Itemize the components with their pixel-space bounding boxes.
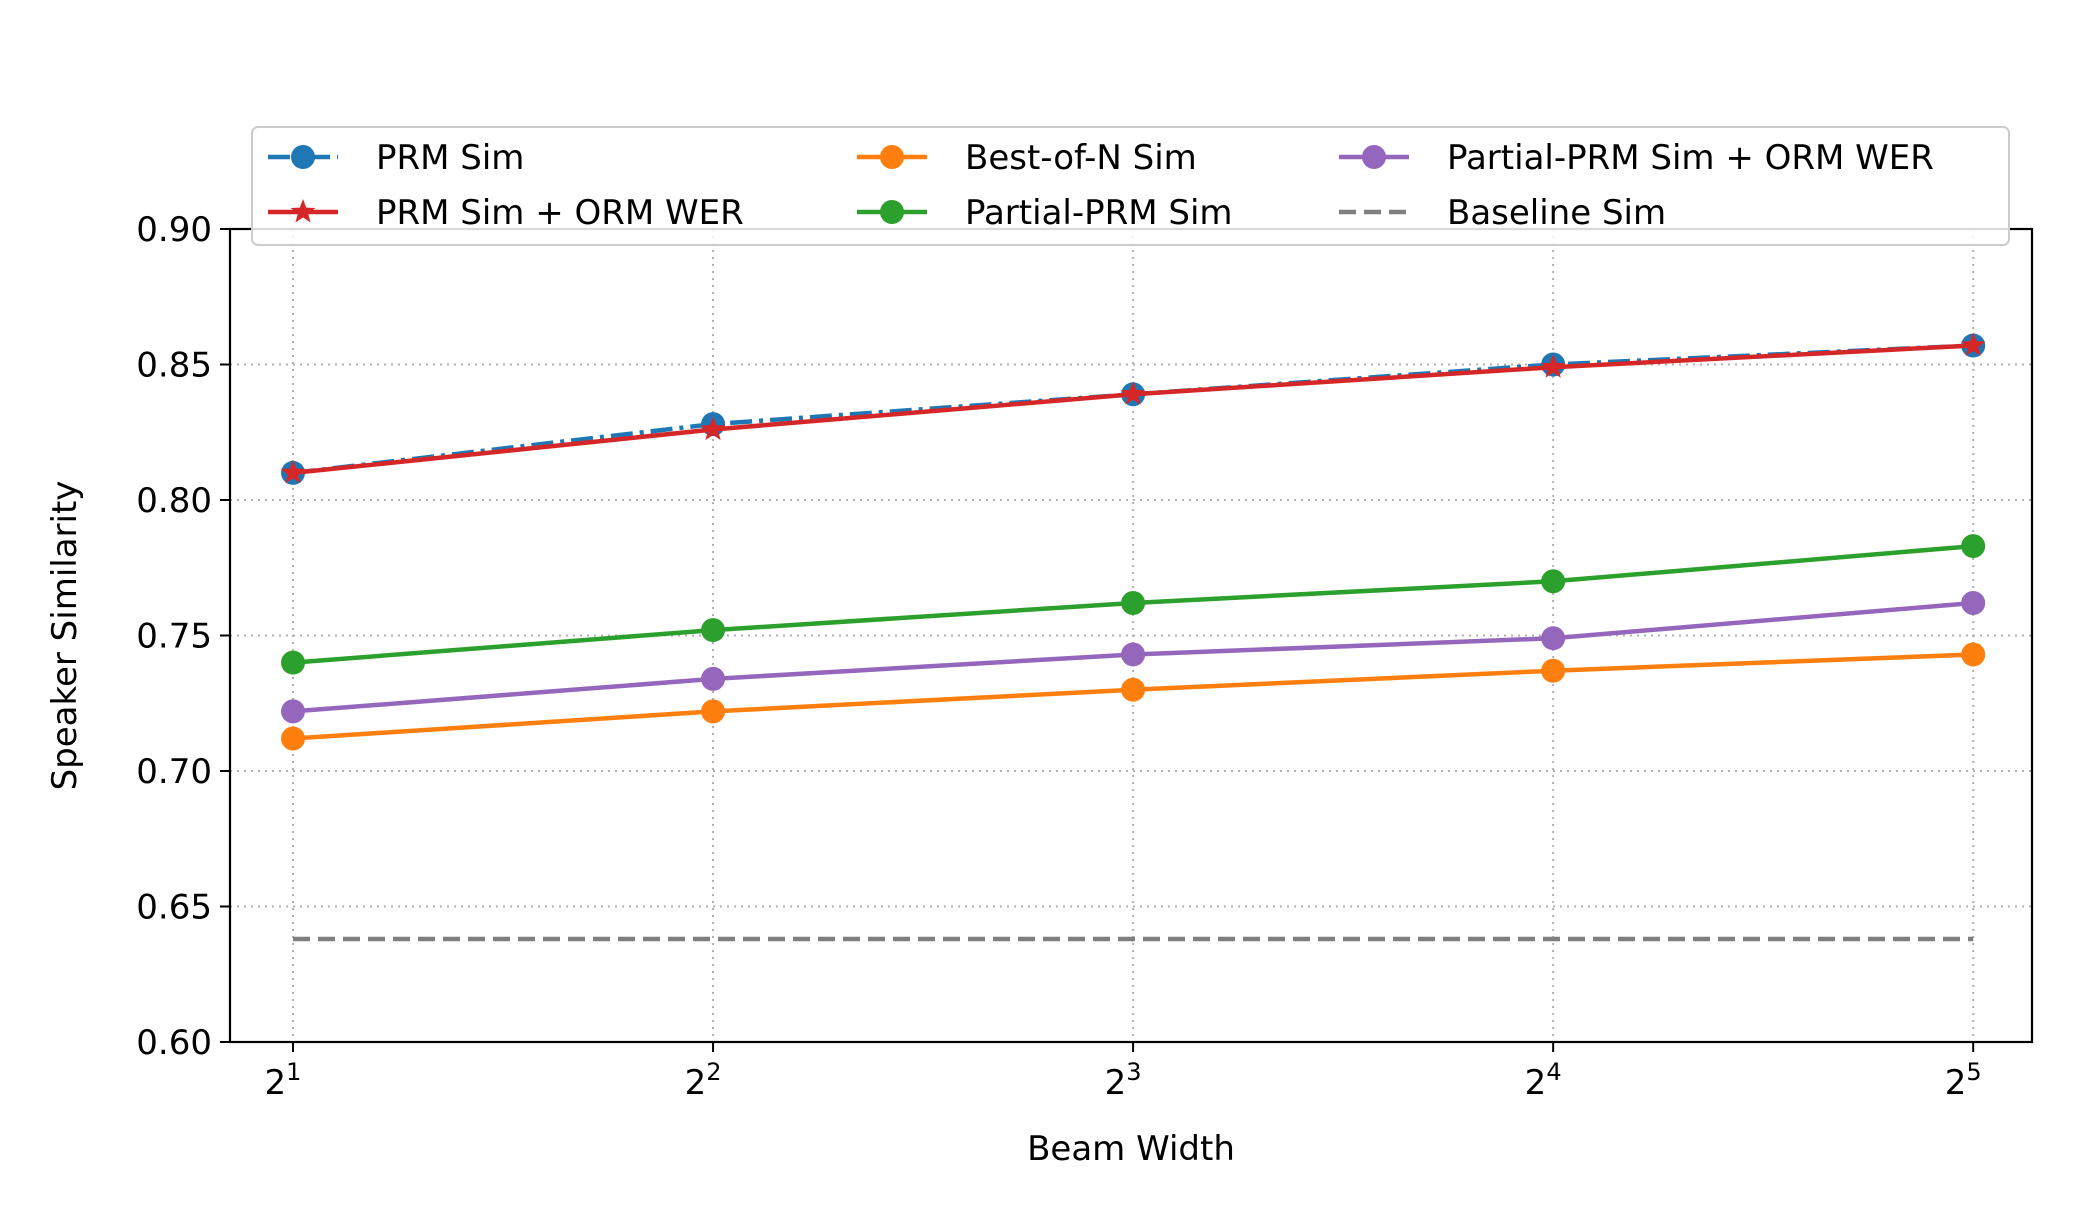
- series-layer: [280, 332, 1986, 942]
- legend-marker: [291, 145, 315, 169]
- legend-item: Best-of-N Sim: [857, 138, 1197, 178]
- legend-label: PRM Sim + ORM WER: [376, 193, 744, 233]
- legend: PRM Sim PRM Sim + ORM WER Best-of-N Sim Par…: [251, 126, 2010, 246]
- legend-item: PRM Sim: [268, 138, 524, 178]
- data-point: [1541, 658, 1566, 683]
- y-tick-label: 0.85: [136, 346, 212, 386]
- y-tick-label: 0.60: [136, 1023, 212, 1063]
- data-point: [1961, 642, 1986, 667]
- legend-label: Partial-PRM Sim + ORM WER: [1447, 138, 1934, 178]
- legend-label: Baseline Sim: [1447, 193, 1666, 233]
- x-tick-label: 21: [265, 1058, 302, 1103]
- data-point: [281, 650, 306, 675]
- legend-item: Partial-PRM Sim: [857, 193, 1233, 233]
- data-point: [1121, 677, 1146, 702]
- data-point: [1960, 332, 1986, 356]
- data-point: [1961, 590, 1986, 615]
- x-tick-base: 2: [1525, 1063, 1547, 1103]
- data-point: [281, 699, 306, 724]
- legend-marker: [290, 199, 316, 223]
- x-tick-exponent: 4: [1546, 1058, 1561, 1086]
- x-tick-label: 23: [1105, 1058, 1142, 1103]
- data-point: [281, 726, 306, 751]
- y-tick-label: 0.80: [136, 481, 212, 521]
- data-point: [1540, 354, 1566, 378]
- x-tick-base: 2: [1945, 1063, 1967, 1103]
- legend-label: Partial-PRM Sim: [965, 193, 1233, 233]
- x-tick-base: 2: [265, 1063, 287, 1103]
- data-point: [280, 459, 306, 484]
- x-tick-exponent: 3: [1126, 1058, 1141, 1086]
- x-tick-exponent: 2: [706, 1058, 721, 1086]
- data-point: [1120, 381, 1146, 405]
- y-tick-label: 0.65: [136, 888, 212, 928]
- x-tick-base: 2: [685, 1063, 707, 1103]
- series-partial-prm-sim-orm-wer: [281, 590, 1986, 724]
- plot-frame: [228, 227, 2034, 1044]
- legend-marker: [880, 200, 904, 224]
- y-tick-label: 0.75: [136, 617, 212, 657]
- data-point: [701, 699, 726, 724]
- data-point: [700, 416, 726, 441]
- data-point: [701, 618, 726, 643]
- data-point: [1121, 642, 1146, 667]
- legend-item: Baseline Sim: [1339, 193, 1666, 233]
- series-partial-prm-sim: [281, 534, 1986, 675]
- legend-item: PRM Sim + ORM WER: [268, 193, 744, 233]
- x-tick-base: 2: [1105, 1063, 1127, 1103]
- legend-box: [251, 126, 2010, 246]
- x-tick-exponent: 1: [286, 1058, 301, 1086]
- data-point: [1121, 590, 1146, 615]
- legend-marker: [1362, 145, 1386, 169]
- legend-label: Best-of-N Sim: [965, 138, 1197, 178]
- legend-item: Partial-PRM Sim + ORM WER: [1339, 138, 1934, 178]
- y-axis-label: Speaker Similarity: [45, 481, 85, 791]
- data-point: [1541, 626, 1566, 651]
- x-tick-label: 24: [1525, 1058, 1562, 1103]
- grid-layer: [230, 228, 2032, 1043]
- x-tick-exponent: 5: [1966, 1058, 1981, 1086]
- data-point: [1961, 534, 1986, 559]
- x-axis-label: Beam Width: [1027, 1129, 1235, 1169]
- y-tick-label: 0.70: [136, 752, 212, 792]
- x-tick-label: 22: [685, 1058, 722, 1103]
- y-tick-label: 0.90: [136, 210, 212, 250]
- data-point: [701, 666, 726, 691]
- series-prm-sim-orm-wer: [280, 332, 1986, 484]
- series-best-of-n-sim: [281, 642, 1986, 751]
- legend-label: PRM Sim: [376, 138, 524, 178]
- data-point: [1541, 569, 1566, 594]
- legend-marker: [880, 145, 904, 169]
- x-tick-label: 25: [1945, 1058, 1982, 1103]
